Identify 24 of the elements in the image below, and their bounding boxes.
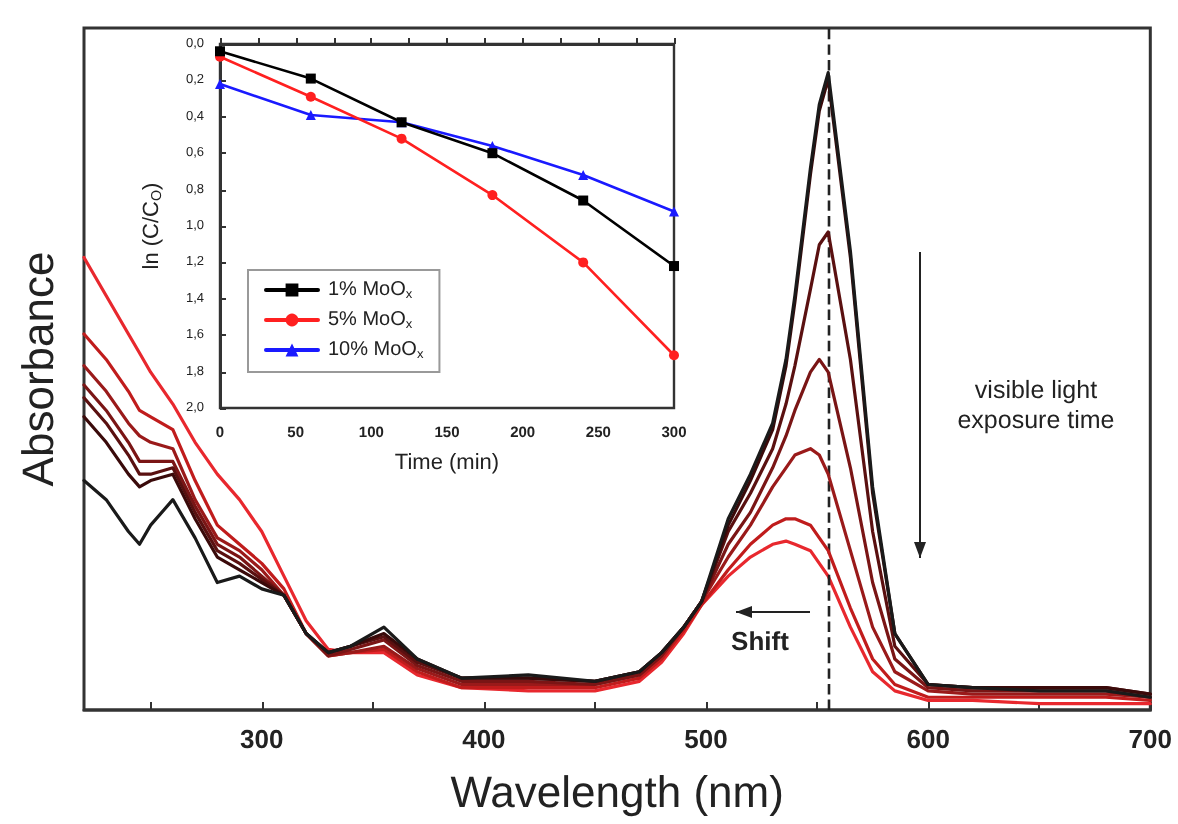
x-tick-label: 300 — [240, 724, 284, 754]
x-tick-label: 500 — [684, 724, 728, 754]
x-axis-title: Time (min) — [394, 451, 500, 475]
point — [669, 206, 679, 217]
point — [487, 148, 498, 159]
x-tick-label: 400 — [462, 724, 506, 754]
point — [487, 190, 498, 201]
point — [215, 79, 225, 90]
x-axis-title: Wavelength (nm) — [450, 767, 784, 817]
point — [305, 109, 316, 120]
point — [215, 46, 225, 57]
point — [669, 261, 679, 272]
x-tick-label: 700 — [1128, 724, 1173, 754]
annotation: visible light exposure time — [956, 376, 1116, 436]
point — [578, 170, 589, 181]
point — [578, 195, 589, 206]
x-tick-label: 600 — [906, 724, 950, 754]
point — [669, 350, 679, 361]
point — [305, 73, 316, 84]
annotation: Shift — [729, 626, 791, 658]
point — [305, 91, 316, 102]
point — [578, 257, 589, 268]
y-axis-title: Absorbance — [13, 251, 63, 487]
point — [396, 133, 407, 144]
